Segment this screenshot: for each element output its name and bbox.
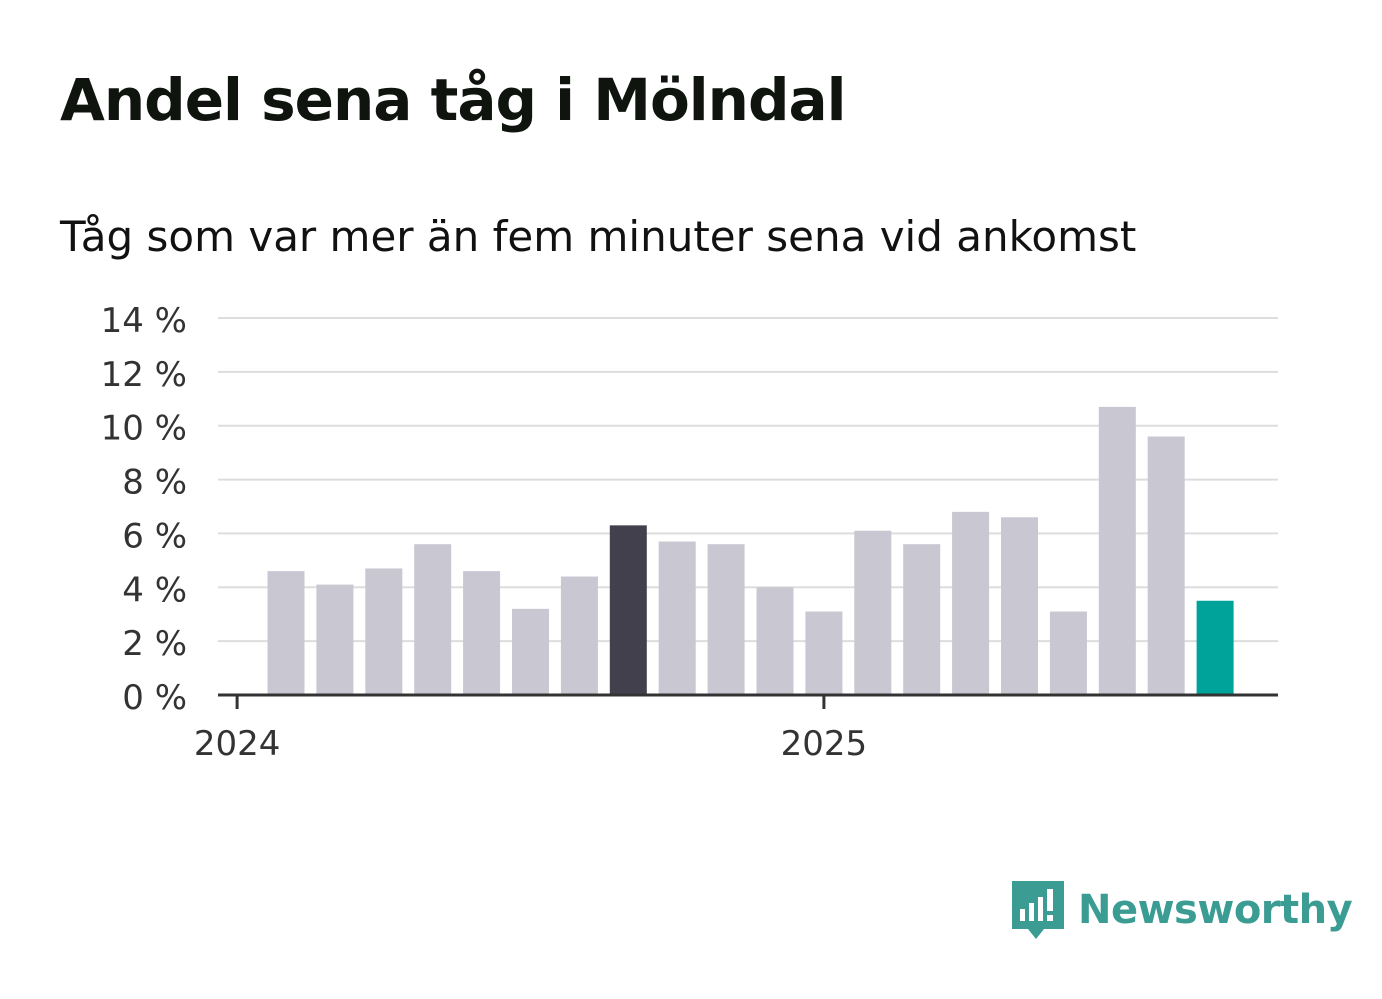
y-tick-label: 12 % [101,355,187,395]
bar-2024-07 [560,576,598,695]
bar-2025-03 [952,511,990,695]
bar-2024-10 [707,544,745,695]
bar-2025-01 [854,530,892,695]
bar-2024-11 [756,587,794,695]
y-tick-label: 2 % [122,624,187,664]
y-tick-label: 6 % [122,516,187,556]
bar-2025-07 [1147,436,1185,695]
y-tick-label: 8 % [122,463,187,503]
y-tick-label: 4 % [122,570,187,610]
bar-2024-05 [463,571,501,695]
bar-2024-06 [512,608,549,695]
newsworthy-logo: Newsworthy [1010,878,1353,942]
chart-title: Andel sena tåg i Mölndal [60,66,847,134]
x-tick-label: 2025 [781,724,868,764]
y-tick-label: 0 % [122,678,187,718]
bar-2025-04 [1001,517,1038,695]
bar-2024-12 [805,611,843,695]
bar-2025-08 [1196,600,1234,695]
bar-2024-08 [609,525,647,695]
bar-2024-03 [365,568,403,695]
bar-2024-02 [316,584,354,695]
bar-2025-02 [903,544,941,695]
newsworthy-logo-text: Newsworthy [1078,887,1353,933]
y-tick-label: 14 % [101,301,187,341]
y-tick-label: 10 % [101,409,187,449]
bar-2024-01 [267,571,305,695]
x-tick-label: 2024 [194,724,281,764]
bar-2025-06 [1098,406,1136,695]
chart-subtitle: Tåg som var mer än fem minuter sena vid … [60,212,1137,261]
bar-2024-04 [414,544,452,695]
bar-2024-09 [658,541,696,695]
newsworthy-logo-icon [1012,881,1064,939]
bar-2025-05 [1049,611,1087,695]
